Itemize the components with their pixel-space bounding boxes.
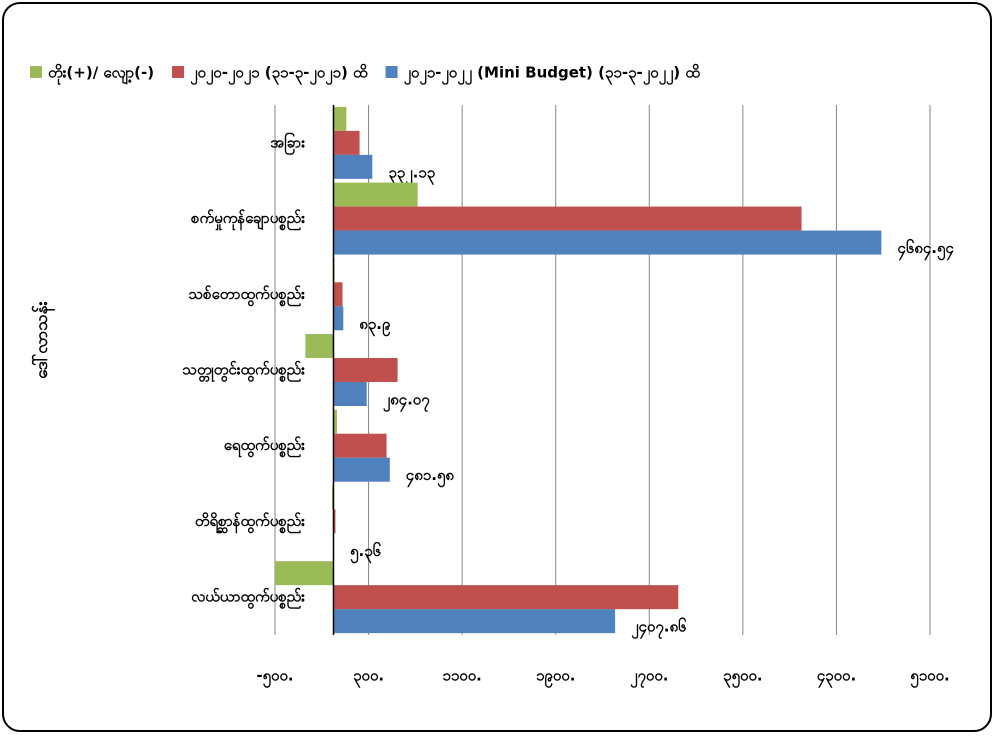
bar [333,433,387,458]
bar [333,154,373,179]
y-axis-label: ဒေါ်လာသန်း [30,301,56,379]
bar [333,609,616,634]
data-label: ၄၆၈၄.၅၄ [897,238,954,261]
bar [333,206,802,231]
y-tick-label: အခြား [270,131,305,155]
legend-label: တိုး(+)/ လျော့(-) [48,63,154,86]
x-tick-label: ၂၇၀၀. [630,667,668,689]
bar [333,358,398,382]
bar [333,509,336,534]
y-tick-label: တိရိစ္ဆာန်ထွက်ပစ္စည်း [195,511,305,534]
x-tick-label: -၅၀၀. [256,667,293,689]
legend-swatch [30,66,42,78]
x-tick-label: ၁၉၀၀. [536,667,575,689]
bar [333,230,882,255]
bar [333,130,360,155]
bar [333,382,367,406]
bar [333,106,347,131]
y-tick-label: သစ်တောထွက်ပစ္စည်း [189,284,306,307]
data-label: ၂၈၄.၀၇ [383,391,431,413]
bar [333,282,343,307]
bar [305,334,334,358]
y-tick-label: သတ္တုတွင်းထွက်ပစ္စည်း [183,360,306,383]
x-tick-label: ၄၃၀၀. [817,667,856,689]
data-label: ၄၈၁.၅၈ [406,466,455,488]
bar [333,457,390,482]
data-label: ၃၃၂.၁၃ [388,163,435,185]
y-tick-label: စက်မှုကုန်ချောပစ္စည်း [191,208,305,231]
data-label: ၂၄၀၇.၈၆ [631,617,687,640]
data-label: ၅.၃၆ [350,541,382,564]
x-tick-label: ၅၁၀၀. [910,667,949,689]
legend-label: ၂၀၂၀-၂၀၂၁ (၃၁-၃-၂၀၂၁) ထိ [190,63,368,86]
x-tick-label: ၁၁၀၀. [442,667,481,685]
bar [333,585,679,610]
data-label: ၈၃.၉ [359,315,391,337]
bar [333,409,337,434]
bar [333,182,418,207]
x-tick-label: ၃၅၀၀. [723,667,762,689]
bar [333,306,344,331]
x-tick-label: ၃၀၀. [353,667,384,689]
legend-swatch [172,66,185,78]
bar [275,561,334,586]
legend-swatch [385,66,398,78]
y-tick-label: လယ်ယာထွက်ပစ္စည်း [191,587,305,610]
y-tick-label: ရေထွက်ပစ္စည်း [224,435,305,458]
legend-label: ၂၀၂၁-၂၀၂၂ (Mini Budget) (၃၁-၃-၂၀၂၂) ထိ [404,63,701,86]
